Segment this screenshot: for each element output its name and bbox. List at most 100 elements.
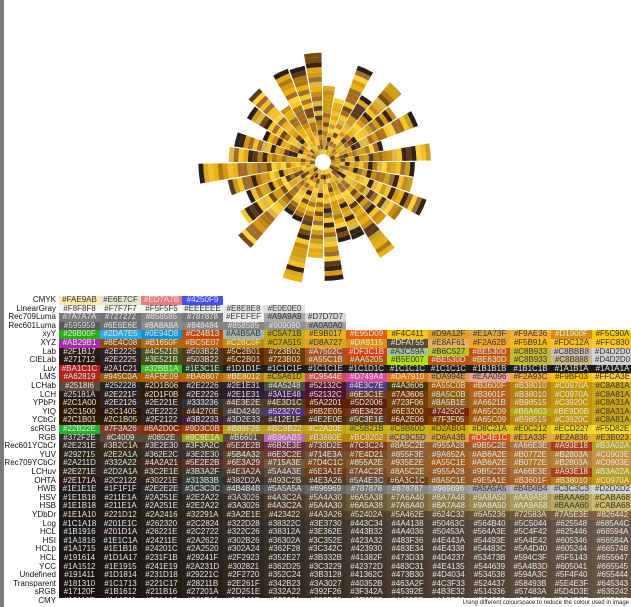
swatch-cell: #17120F	[59, 588, 100, 597]
burst-segment	[328, 152, 333, 157]
burst-segment	[323, 122, 330, 128]
burst-segment	[308, 76, 322, 83]
swatch-cell: #5E2E2B	[182, 459, 223, 468]
burst-segment	[350, 111, 361, 121]
burst-segment	[337, 197, 346, 205]
burst-segment	[291, 139, 299, 147]
swatch-cell: #DA9115	[346, 339, 387, 348]
burst-segment	[330, 199, 339, 207]
burst-segment	[378, 127, 388, 140]
swatch-cell: #191411	[59, 571, 100, 580]
burst-segment	[339, 165, 345, 170]
burst-segment	[324, 169, 328, 175]
burst-segment	[273, 201, 285, 212]
burst-segment	[300, 98, 312, 106]
burst-segment	[257, 151, 264, 162]
swatch-cell: #7D4C1C	[305, 459, 346, 468]
burst-segment	[353, 207, 365, 218]
swatch-cell: #50453A	[428, 528, 469, 537]
burst-segment	[320, 169, 323, 175]
burst-segment	[362, 200, 373, 211]
burst-segment	[315, 201, 323, 208]
swatch-cell: #25181A	[59, 390, 100, 400]
burst-segment	[347, 221, 360, 231]
burst-segment	[252, 201, 264, 215]
burst-segment	[338, 131, 346, 138]
burst-segment	[323, 99, 334, 105]
burst-segment	[307, 71, 322, 79]
burst-segment	[363, 154, 370, 162]
burst-segment	[337, 118, 346, 127]
swatch-cell: #F2A93C	[510, 373, 551, 382]
burst-segment	[297, 128, 306, 136]
swatch-cell: #D8C21A	[469, 425, 510, 434]
burst-segment	[290, 250, 307, 260]
swatch-cell: #BA6807	[182, 373, 223, 382]
burst-segment	[329, 119, 338, 126]
swatch-cell: #E1A73F	[469, 330, 510, 339]
burst-segment	[280, 176, 288, 185]
burst-segment	[264, 194, 275, 206]
burst-segment	[329, 153, 334, 158]
burst-segment	[343, 193, 353, 202]
swatch-cell: #A65C09	[469, 407, 510, 417]
swatch-cell: #AB6A2E	[469, 450, 510, 460]
burst-segment	[259, 115, 270, 128]
burst-segment	[318, 169, 322, 175]
swatch-cell: #231D18	[141, 571, 182, 580]
burst-segment	[390, 188, 401, 203]
swatch-cell: #534538	[469, 571, 510, 580]
burst-segment	[301, 165, 307, 170]
burst-segment	[353, 162, 359, 168]
swatch-cell: #30221E	[141, 476, 182, 486]
swatch-cell: #68594A	[592, 528, 631, 537]
swatch-cell: #4A4036	[387, 528, 428, 537]
burst-segment	[323, 193, 330, 199]
burst-segment	[353, 74, 369, 85]
burst-segment	[340, 110, 350, 118]
swatch-cell: #A3C59A	[387, 347, 428, 357]
burst-segment	[343, 142, 350, 149]
burst-segment	[247, 136, 256, 150]
burst-segment	[312, 171, 317, 177]
burst-segment	[298, 169, 304, 176]
swatch-cell: #32291A	[182, 511, 223, 520]
burst-segment	[382, 185, 392, 198]
swatch-cell: #3A1E48	[264, 390, 305, 400]
swatch-cell: #1B1612	[100, 588, 141, 597]
burst-segment	[309, 170, 315, 176]
swatch-cell: #2E1E31	[223, 390, 264, 400]
swatch-cell: #392F26	[305, 588, 346, 597]
burst-segment	[295, 162, 301, 167]
swatch-cell: #7F3A26	[100, 425, 141, 434]
swatch-cell: #4E3C7E	[346, 382, 387, 391]
swatch-cell: #D4D2D0	[592, 347, 631, 357]
swatch-cell: #6E6E6E	[100, 321, 141, 331]
burst-segment	[316, 150, 321, 156]
burst-segment	[314, 115, 323, 121]
burst-segment	[295, 157, 301, 162]
swatch-cell: #2E2226	[182, 390, 223, 400]
burst-segment	[316, 197, 323, 203]
burst-segment	[252, 91, 266, 106]
row-label: LCHab	[31, 381, 56, 390]
burst-segment	[370, 180, 379, 191]
burst-segment	[342, 209, 353, 218]
burst-segment	[343, 101, 355, 110]
burst-segment	[370, 132, 379, 143]
burst-segment	[323, 212, 333, 219]
burst-segment	[262, 152, 268, 162]
burst-segment	[303, 214, 314, 222]
burst-segment	[296, 205, 306, 214]
swatch-cell: #AF5E09	[141, 373, 182, 382]
burst-segment	[341, 189, 350, 198]
burst-segment	[291, 131, 300, 139]
burst-segment	[246, 162, 253, 176]
swatch-cell: #24201C	[141, 545, 182, 554]
swatch-cell: #6B2E05	[305, 407, 346, 417]
burst-segment	[299, 223, 312, 231]
burst-segment	[310, 233, 323, 240]
swatch-cell: #1E1B18	[59, 502, 100, 511]
burst-segment	[323, 135, 328, 141]
swatch-cell: #4A2A21	[141, 459, 182, 468]
